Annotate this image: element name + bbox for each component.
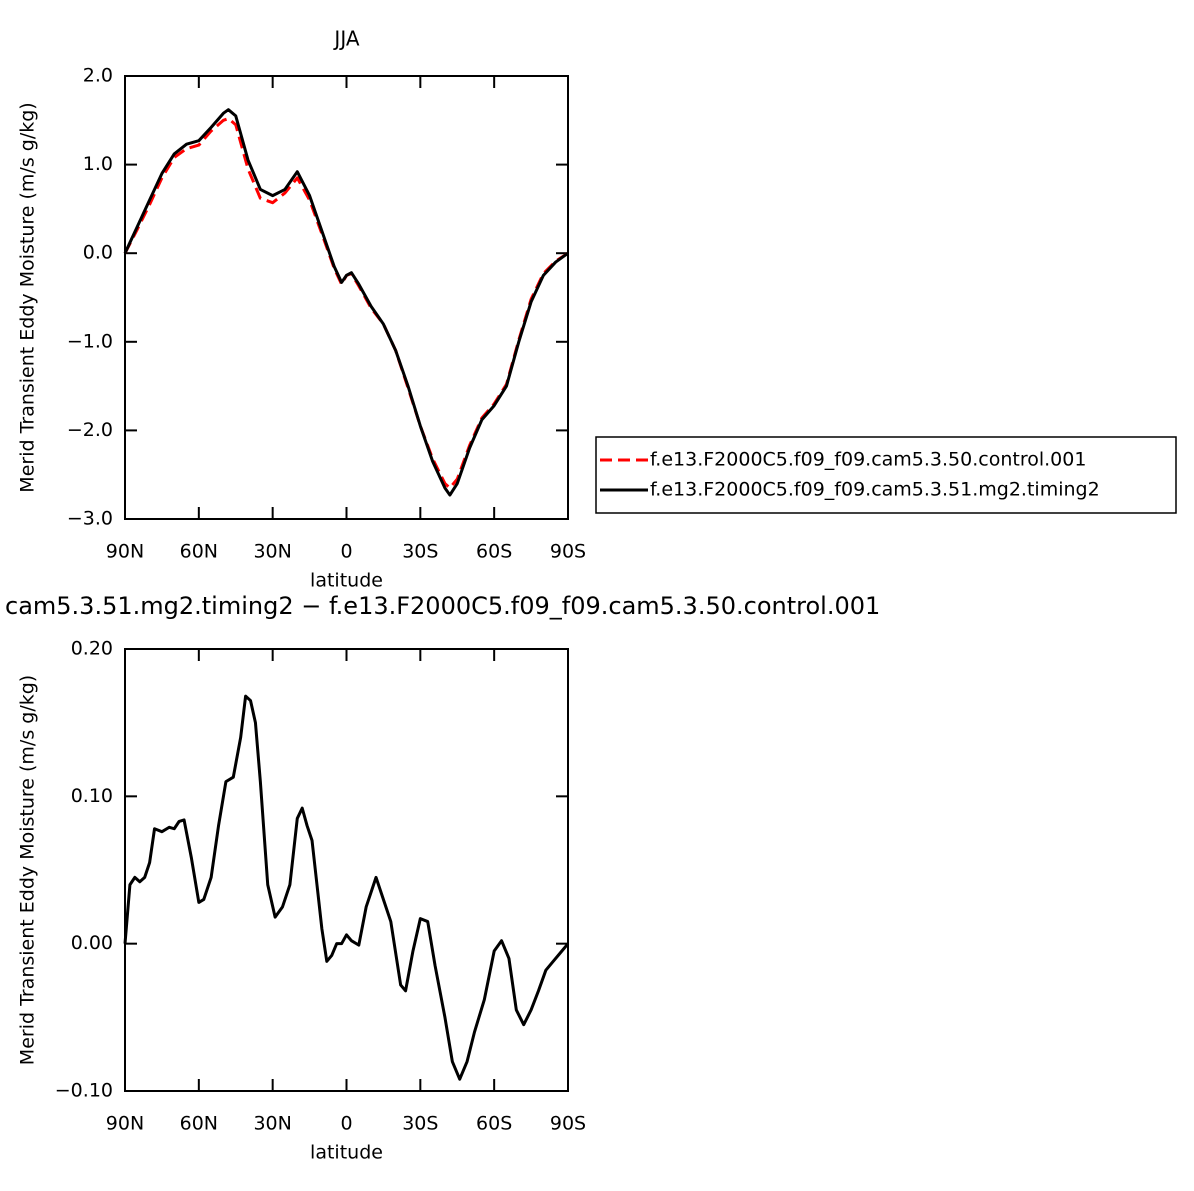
data-line xyxy=(123,117,569,490)
y-tick-label: 0.0 xyxy=(83,242,113,264)
chart-title: cam5.3.51.mg2.timing2 − f.e13.F2000C5.f0… xyxy=(5,592,880,620)
y-axis-label: Merid Transient Eddy Moisture (m/s g/kg) xyxy=(17,102,39,492)
x-tick-label: 60S xyxy=(476,541,512,563)
plot-frame xyxy=(124,648,569,1092)
legend-label: f.e13.F2000C5.f09_f09.cam5.3.51.mg2.timi… xyxy=(650,479,1100,501)
x-tick-label: 90N xyxy=(106,1113,144,1135)
x-tick-label: 30N xyxy=(253,1113,291,1135)
y-tick-label: −0.10 xyxy=(55,1080,113,1102)
y-tick-label: 2.0 xyxy=(83,65,113,87)
y-tick-label: −1.0 xyxy=(67,330,113,352)
x-tick-label: 30N xyxy=(253,541,291,563)
y-tick-label: 0.10 xyxy=(71,785,113,807)
x-axis-label: latitude xyxy=(310,570,383,592)
x-tick-label: 60S xyxy=(476,1113,512,1135)
y-axis-label: Merid Transient Eddy Moisture (m/s g/kg) xyxy=(17,675,39,1065)
legend-box xyxy=(595,436,1177,514)
y-tick-label: 0.00 xyxy=(71,932,113,954)
y-tick-label: −3.0 xyxy=(67,508,113,530)
x-tick-label: 90N xyxy=(106,541,144,563)
y-tick-label: −2.0 xyxy=(67,419,113,441)
legend-label: f.e13.F2000C5.f09_f09.cam5.3.50.control.… xyxy=(650,449,1086,471)
x-tick-label: 90S xyxy=(550,541,586,563)
x-axis-label: latitude xyxy=(310,1142,383,1164)
x-tick-label: 60N xyxy=(180,541,218,563)
y-tick-label: 0.20 xyxy=(71,638,113,660)
data-line xyxy=(123,108,569,497)
x-tick-label: 30S xyxy=(402,1113,438,1135)
y-tick-label: 1.0 xyxy=(83,153,113,175)
x-tick-label: 30S xyxy=(402,541,438,563)
chart-title: JJA xyxy=(332,27,359,51)
data-line xyxy=(123,694,570,1081)
x-tick-label: 90S xyxy=(550,1113,586,1135)
x-tick-label: 60N xyxy=(180,1113,218,1135)
plot-frame xyxy=(124,75,569,520)
x-tick-label: 0 xyxy=(340,1113,352,1135)
x-tick-label: 0 xyxy=(340,541,352,563)
